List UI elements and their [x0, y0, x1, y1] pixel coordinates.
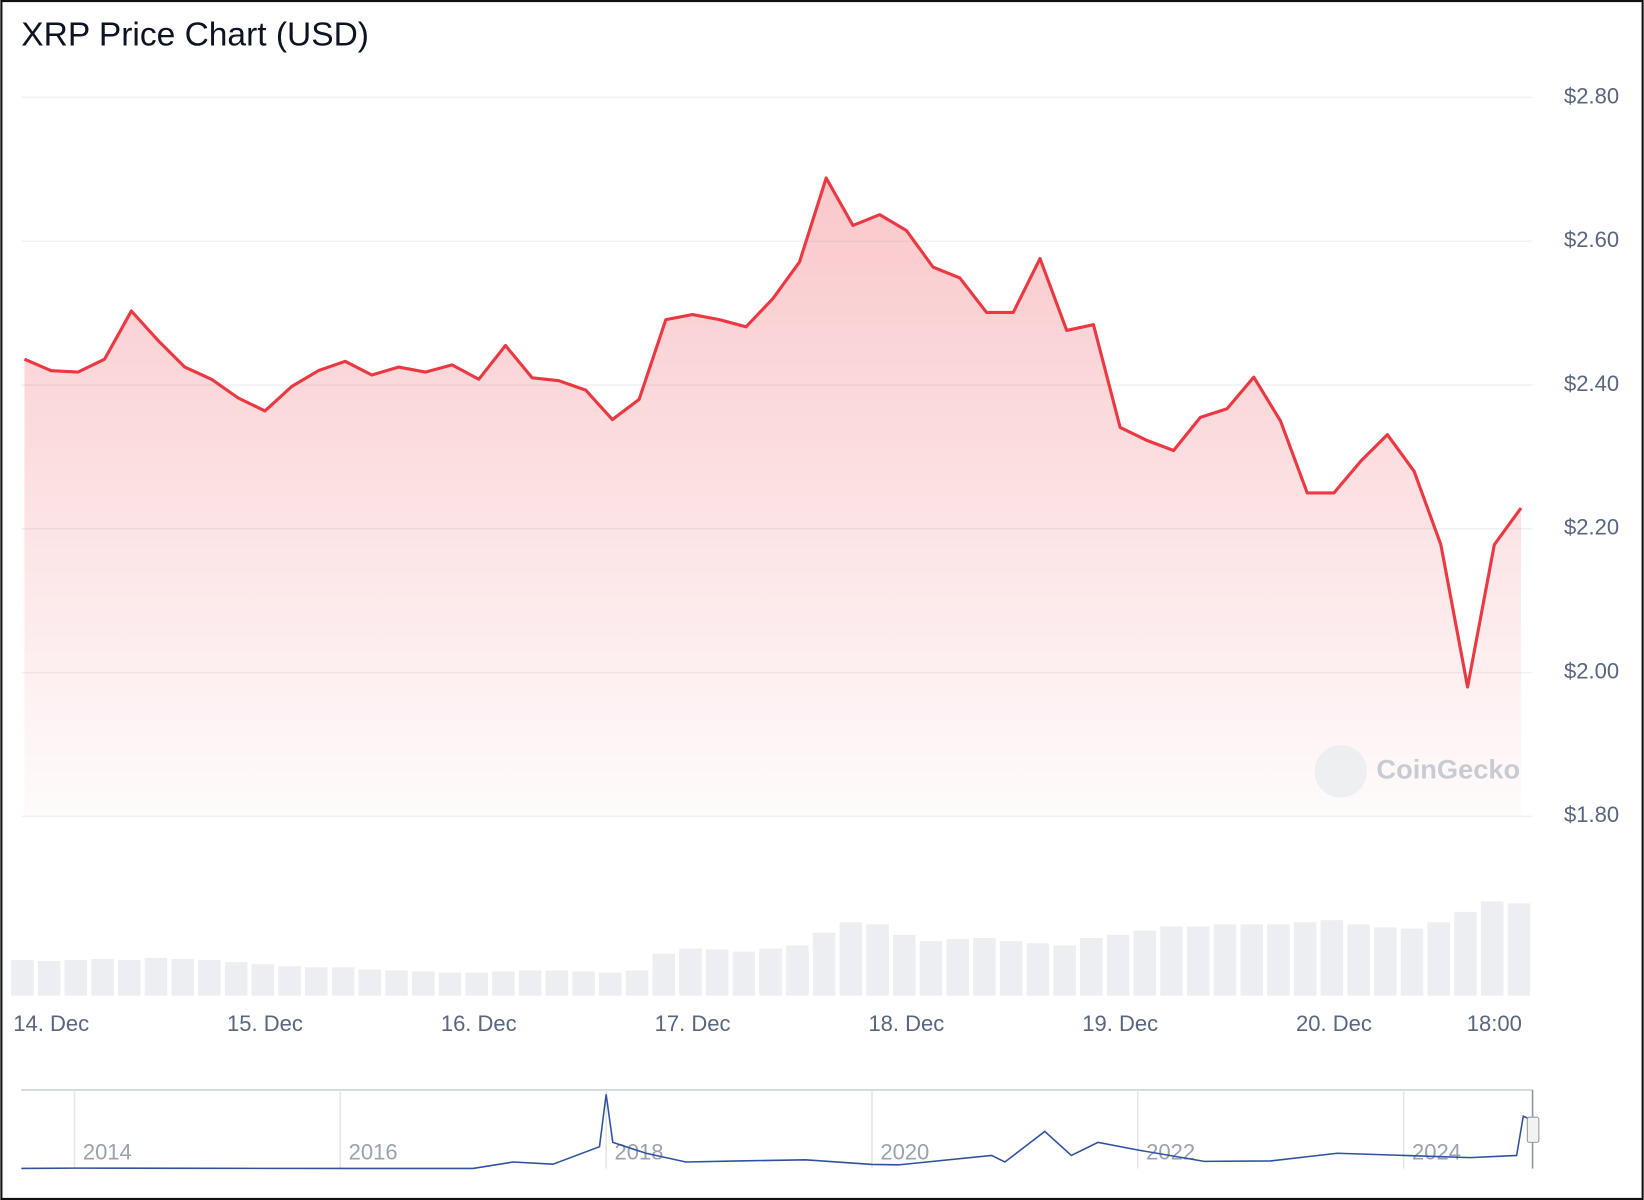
y-tick-label: $2.20: [1564, 515, 1619, 540]
volume-bar: [705, 949, 729, 996]
volume-bar: [652, 953, 676, 996]
volume-bar: [1427, 922, 1451, 996]
volume-bar: [518, 970, 542, 996]
volume-bar: [1133, 930, 1157, 996]
navigator-tick-label: 2016: [349, 1140, 398, 1165]
volume-bar: [1480, 901, 1504, 996]
volume-bar: [545, 970, 569, 996]
x-tick-label: 18. Dec: [868, 1011, 944, 1036]
volume-bar: [385, 970, 408, 996]
x-tick-label: 20. Dec: [1296, 1011, 1372, 1036]
x-tick-label: 19. Dec: [1082, 1011, 1158, 1036]
volume-bar: [492, 971, 515, 996]
volume-bar: [1186, 926, 1210, 996]
volume-bar: [1240, 924, 1263, 996]
x-tick-label: 16. Dec: [441, 1011, 517, 1036]
navigator-tick-label: 2024: [1412, 1140, 1461, 1165]
volume-bar: [999, 941, 1023, 996]
volume-bar: [64, 960, 88, 996]
volume-bar: [305, 967, 328, 996]
volume-bar: [1293, 922, 1317, 996]
volume-bar: [171, 958, 194, 996]
volume-bar: [1026, 943, 1050, 996]
volume-bar: [251, 964, 275, 996]
volume-bar: [465, 972, 488, 996]
volume-bar: [1374, 927, 1397, 996]
volume-bar: [11, 960, 34, 996]
volume-bar: [812, 932, 836, 996]
watermark-logo: [1314, 745, 1367, 798]
volume-bar: [1400, 928, 1424, 996]
volume-bar: [866, 924, 889, 996]
volume-bar: [1213, 924, 1237, 996]
volume-bar: [144, 957, 168, 996]
volume-bar: [919, 941, 943, 996]
volume-bar: [973, 937, 996, 996]
volume-bar: [1267, 924, 1290, 996]
volume-bar: [1160, 926, 1183, 996]
volume-bar: [732, 951, 756, 996]
volume-bar: [893, 934, 916, 996]
volume-bar: [1347, 924, 1370, 996]
volume-bar: [1080, 937, 1103, 996]
volume-bar: [1507, 903, 1531, 996]
volume-bar: [1106, 934, 1130, 996]
y-tick-label: $2.00: [1564, 658, 1619, 683]
x-tick-label: 15. Dec: [227, 1011, 303, 1036]
price-area: [24, 177, 1522, 817]
y-tick-label: $1.80: [1564, 802, 1619, 827]
watermark: CoinGecko: [1314, 745, 1520, 798]
x-tick-label: 17. Dec: [655, 1011, 731, 1036]
volume-bar: [679, 948, 702, 996]
chart-title: XRP Price Chart (USD): [21, 17, 369, 54]
volume-bar: [1053, 945, 1076, 996]
volume-bar: [438, 972, 462, 996]
navigator-tick-label: 2020: [880, 1140, 929, 1165]
price-line: [23, 176, 1523, 689]
x-tick-label: 18:00: [1467, 1011, 1522, 1036]
volume-bar: [786, 945, 809, 996]
volume-bar: [1454, 911, 1477, 996]
navigator-tick-label: 2018: [615, 1140, 664, 1165]
volume-bar: [625, 970, 649, 996]
navigator-handle: [1526, 1116, 1540, 1143]
y-tick-label: $2.40: [1564, 371, 1619, 396]
volume-bar: [839, 922, 863, 996]
y-tick-label: $2.60: [1564, 227, 1619, 252]
volume-bar: [1320, 920, 1344, 996]
volume-bar: [358, 969, 382, 996]
volume-bar: [37, 961, 61, 996]
volume-bar: [224, 962, 248, 996]
volume-bar: [411, 971, 435, 996]
x-tick-label: 14. Dec: [13, 1011, 89, 1036]
volume-bar: [331, 967, 355, 996]
navigator-tick-label: 2014: [83, 1140, 132, 1165]
volume-bar: [946, 939, 969, 996]
volume-bar: [117, 960, 141, 996]
watermark-text: CoinGecko: [1376, 754, 1520, 785]
volume-bar: [572, 971, 595, 996]
navigator-line: [21, 1094, 1533, 1170]
volume-bar: [599, 972, 622, 996]
volume-bar: [198, 960, 221, 996]
volume-bar: [91, 958, 114, 996]
volume-bar: [278, 966, 301, 996]
y-tick-label: $2.80: [1564, 83, 1619, 108]
volume-bar: [759, 948, 782, 996]
